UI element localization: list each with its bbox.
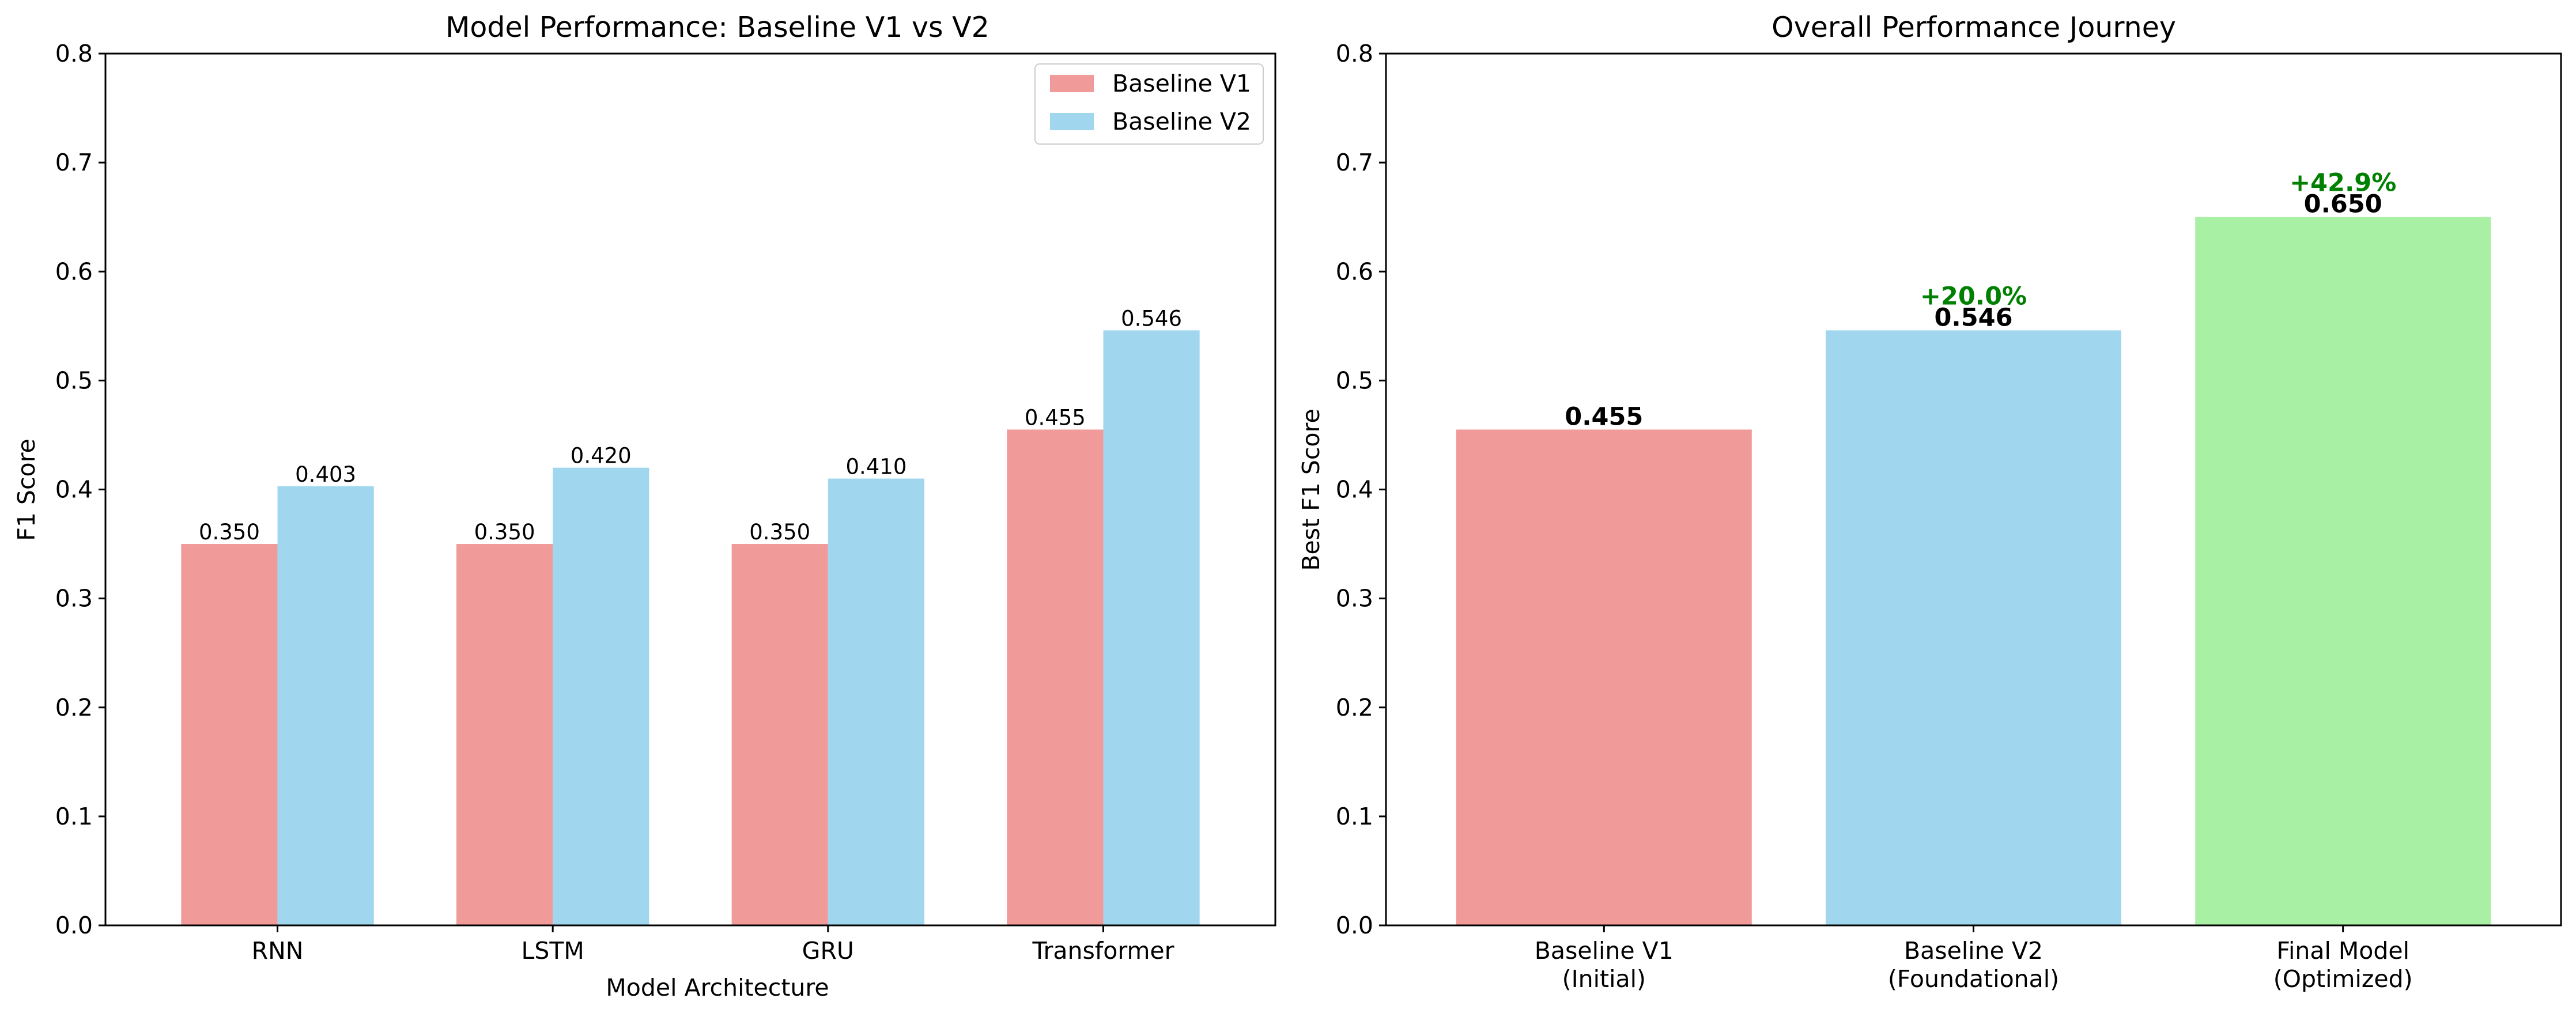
y-tick-label: 0.1 [1336, 803, 1373, 830]
x-tick-label: LSTM [522, 937, 584, 965]
legend-swatch-v2 [1050, 113, 1094, 130]
y-axis-title: F1 Score [13, 438, 40, 541]
comparison-chart: Model Performance: Baseline V1 vs V2 F1 … [13, 11, 1276, 1001]
bar-v1-gru [731, 544, 828, 925]
x-tick-label: GRU [802, 937, 854, 965]
y-tick-label: 0.1 [55, 803, 93, 830]
bar-value-label: 0.410 [845, 455, 906, 479]
y-tick-label: 0.2 [1336, 694, 1373, 721]
bar-v1-lstm [456, 544, 553, 925]
bar-labels: 0.455 0.546+20.0% 0.650+42.9% [1565, 169, 2396, 432]
bar-value-label: 0.455 [1565, 402, 1643, 431]
y-tick-label: 0.3 [55, 585, 93, 613]
bar-stage-1 [1456, 429, 1752, 925]
y-tick-label: 0.7 [55, 149, 93, 176]
bar-group [1456, 217, 2491, 926]
bar-v1-rnn [181, 544, 278, 925]
y-tick-label: 0.7 [1336, 149, 1373, 176]
plot-frame [104, 52, 1276, 927]
bar-v1-transformer [1007, 429, 1104, 925]
bar-v2-rnn [277, 486, 374, 925]
bar-value-label: 0.350 [474, 520, 535, 545]
y-axis-ticks: 0.0 0.1 0.2 0.3 0.4 0.5 0.6 0.7 0.8 [55, 40, 105, 939]
y-tick-label: 0.4 [55, 476, 93, 504]
y-tick-label: 0.0 [55, 912, 93, 939]
x-tick-label: (Foundational) [1888, 965, 2059, 993]
bar-v2-lstm [553, 467, 649, 925]
y-axis-title: Best F1 Score [1297, 409, 1325, 570]
x-tick-label: Baseline V2 [1904, 937, 2043, 965]
y-tick-label: 0.8 [1336, 40, 1373, 67]
legend-label-v2: Baseline V2 [1112, 108, 1251, 135]
plot-frame [1385, 52, 2562, 927]
x-tick-label: (Optimized) [2273, 965, 2413, 993]
bar-value-label: 0.455 [1025, 405, 1086, 430]
y-tick-label: 0.6 [55, 258, 93, 285]
bar-value-label: 0.350 [749, 520, 810, 545]
x-tick-label: Baseline V1 [1535, 937, 1674, 965]
legend-swatch-v1 [1050, 75, 1094, 92]
bar-labels: 0.350 0.350 0.350 0.455 0.403 0.420 0.410 0.546 [199, 306, 1182, 545]
journey-chart: Overall Performance Journey Best F1 Scor… [1297, 11, 2562, 993]
x-tick-label: RNN [252, 937, 304, 965]
y-tick-label: 0.5 [1336, 366, 1373, 394]
bar-v2-gru [828, 478, 924, 925]
chart-title: Model Performance: Baseline V1 vs V2 [445, 11, 989, 44]
x-tick-label: Transformer [1032, 937, 1174, 965]
y-tick-label: 0.0 [1336, 912, 1373, 939]
bar-stage-2 [1826, 330, 2121, 926]
y-tick-label: 0.6 [1336, 258, 1373, 285]
y-tick-label: 0.8 [55, 40, 93, 67]
improvement-label: +20.0% [1920, 282, 2027, 311]
x-tick-label: (Initial) [1562, 965, 1646, 993]
bar-value-label: 0.420 [571, 444, 632, 468]
bar-group [181, 330, 1200, 926]
improvement-label: +42.9% [2290, 169, 2396, 198]
bar-value-label: 0.403 [295, 462, 356, 487]
y-tick-label: 0.2 [55, 694, 93, 721]
bar-value-label: 0.650 [2304, 190, 2382, 219]
bar-value-label: 0.350 [199, 520, 260, 545]
x-axis-ticks: RNN LSTM GRU Transformer [252, 925, 1174, 965]
y-tick-label: 0.5 [55, 366, 93, 394]
bar-value-label: 0.546 [1934, 303, 2012, 332]
x-axis-ticks: Baseline V1(Initial) Baseline V2(Foundati… [1535, 925, 2413, 993]
chart-title: Overall Performance Journey [1772, 11, 2176, 44]
legend: Baseline V1 Baseline V2 [1034, 63, 1264, 145]
bar-stage-3 [2195, 217, 2491, 925]
x-tick-label: Final Model [2276, 937, 2409, 965]
x-axis-title: Model Architecture [606, 974, 829, 1001]
legend-label-v1: Baseline V1 [1112, 70, 1251, 97]
bar-v2-transformer [1103, 330, 1200, 926]
y-axis-ticks: 0.0 0.1 0.2 0.3 0.4 0.5 0.6 0.7 0.8 [1336, 40, 1386, 939]
y-tick-label: 0.3 [1336, 585, 1373, 613]
bar-value-label: 0.546 [1121, 306, 1182, 331]
y-tick-label: 0.4 [1336, 476, 1373, 504]
